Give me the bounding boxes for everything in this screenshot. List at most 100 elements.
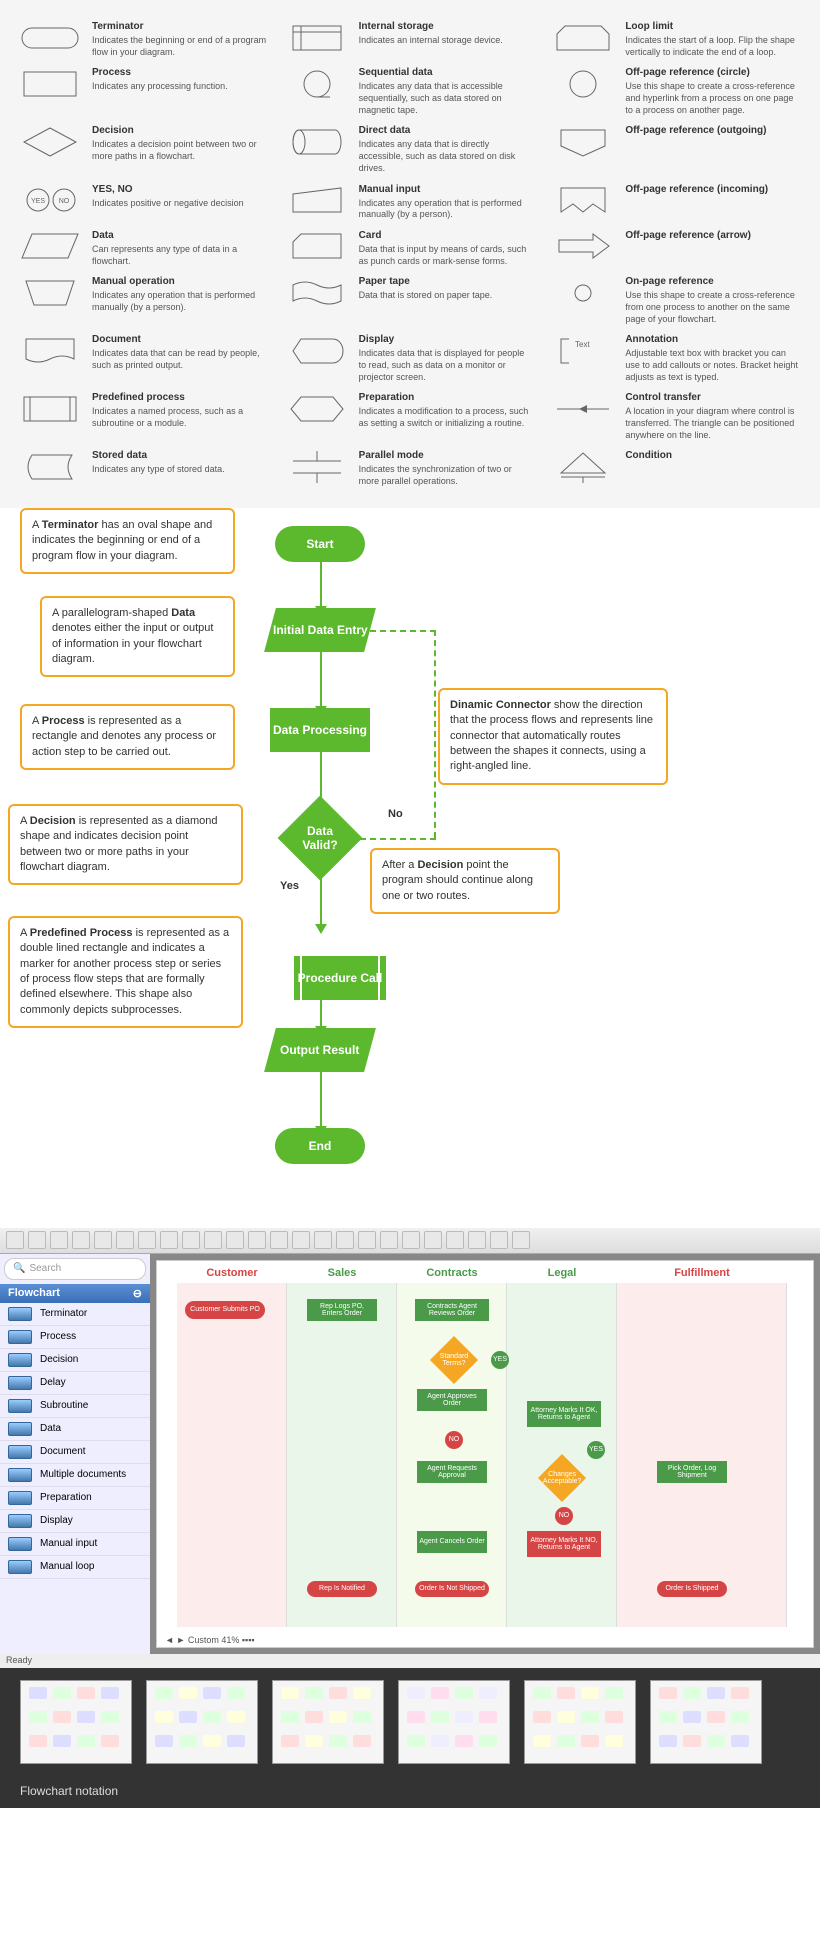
canvas-node-14[interactable]: Attorney Marks It NO, Returns to Agent	[527, 1531, 601, 1557]
symbol-title: Display	[359, 333, 534, 346]
toolbar-button-12[interactable]	[270, 1231, 288, 1249]
canvas-node-17[interactable]: Order Is Shipped	[657, 1581, 727, 1597]
canvas-node-15[interactable]: Rep Is Notified	[307, 1581, 377, 1597]
palette-item-delay[interactable]: Delay	[0, 1372, 150, 1395]
thumbnail-4[interactable]	[146, 1680, 258, 1764]
thumbs-label: Flowchart notation	[20, 1784, 118, 1798]
symbol-internal-storage: Internal storageIndicates an internal st…	[287, 20, 534, 58]
canvas-node-13[interactable]: Agent Cancels Order	[417, 1531, 487, 1553]
canvas-node-1[interactable]: Rep Logs PO, Enters Order	[307, 1299, 377, 1321]
canvas-node-2[interactable]: Contracts Agent Reviews Order	[415, 1299, 489, 1321]
palette-item-label: Document	[40, 1446, 86, 1457]
toolbar-button-10[interactable]	[226, 1231, 244, 1249]
symbol-title: Terminator	[92, 20, 267, 33]
symbol-title: Parallel mode	[359, 449, 534, 462]
app-toolbar	[0, 1228, 820, 1254]
palette-header[interactable]: Flowchart⊖	[0, 1284, 150, 1303]
parallel-icon	[287, 449, 347, 484]
zoom-control[interactable]: ◄ ► Custom 41% ▪▪▪▪	[165, 1635, 255, 1645]
shape-thumb-icon	[8, 1445, 32, 1459]
palette-item-label: Subroutine	[40, 1400, 88, 1411]
swimlane-header: Legal	[507, 1267, 617, 1279]
drawing-canvas[interactable]: Customer Sales Contracts Legal Fulfillme…	[156, 1260, 814, 1648]
thumbnail-1[interactable]	[524, 1680, 636, 1764]
toolbar-button-7[interactable]	[160, 1231, 178, 1249]
palette-item-display[interactable]: Display	[0, 1510, 150, 1533]
toolbar-button-23[interactable]	[512, 1231, 530, 1249]
collapse-icon[interactable]: ⊖	[133, 1287, 142, 1300]
shape-thumb-icon	[8, 1491, 32, 1505]
manual-op-icon	[20, 275, 80, 310]
toolbar-button-15[interactable]	[336, 1231, 354, 1249]
palette-item-terminator[interactable]: Terminator	[0, 1303, 150, 1326]
canvas-node-5[interactable]: Agent Approves Order	[417, 1389, 487, 1411]
toolbar-button-1[interactable]	[28, 1231, 46, 1249]
toolbar-button-22[interactable]	[490, 1231, 508, 1249]
canvas-node-7[interactable]: NO	[445, 1431, 463, 1449]
palette-item-document[interactable]: Document	[0, 1441, 150, 1464]
flownode-entry: Initial Data Entry	[264, 608, 376, 652]
thumbnail-5[interactable]	[20, 1680, 132, 1764]
symbol-title: Control transfer	[625, 391, 800, 404]
symbol-terminator: TerminatorIndicates the beginning or end…	[20, 20, 267, 58]
paper-tape-icon	[287, 275, 347, 310]
symbol-title: Annotation	[625, 333, 800, 346]
canvas-node-6[interactable]: Attorney Marks It OK, Returns to Agent	[527, 1401, 601, 1427]
toolbar-button-3[interactable]	[72, 1231, 90, 1249]
shape-thumb-icon	[8, 1560, 32, 1574]
toolbar-button-19[interactable]	[424, 1231, 442, 1249]
toolbar-button-11[interactable]	[248, 1231, 266, 1249]
thumbnail-0[interactable]	[650, 1680, 762, 1764]
toolbar-button-17[interactable]	[380, 1231, 398, 1249]
toolbar-button-14[interactable]	[314, 1231, 332, 1249]
palette-item-preparation[interactable]: Preparation	[0, 1487, 150, 1510]
toolbar-button-16[interactable]	[358, 1231, 376, 1249]
toolbar-button-2[interactable]	[50, 1231, 68, 1249]
symbol-description: Direct dataIndicates any data that is di…	[359, 124, 534, 174]
palette-item-subroutine[interactable]: Subroutine	[0, 1395, 150, 1418]
canvas-node-8[interactable]: YES	[587, 1441, 605, 1459]
toolbar-button-18[interactable]	[402, 1231, 420, 1249]
toolbar-button-9[interactable]	[204, 1231, 222, 1249]
connector-dashed	[350, 838, 436, 840]
canvas-node-4[interactable]: YES	[491, 1351, 509, 1369]
canvas-node-11[interactable]: Pick Order, Log Shipment	[657, 1461, 727, 1483]
palette-item-process[interactable]: Process	[0, 1326, 150, 1349]
offpage-in-icon	[553, 183, 613, 218]
toolbar-button-5[interactable]	[116, 1231, 134, 1249]
stored-data-icon	[20, 449, 80, 484]
swimlane-sales	[287, 1283, 397, 1627]
toolbar-button-20[interactable]	[446, 1231, 464, 1249]
thumbnail-2[interactable]	[398, 1680, 510, 1764]
symbol-title: Card	[359, 229, 534, 242]
flownode-valid: Data Valid?	[278, 795, 363, 880]
toolbar-button-6[interactable]	[138, 1231, 156, 1249]
symbol-parallel: Parallel modeIndicates the synchronizati…	[287, 449, 534, 487]
canvas-node-16[interactable]: Order Is Not Shipped	[415, 1581, 489, 1597]
canvas-node-0[interactable]: Customer Submits PO	[185, 1301, 265, 1319]
symbol-title: YES, NO	[92, 183, 244, 196]
toolbar-button-21[interactable]	[468, 1231, 486, 1249]
palette-item-multiple-documents[interactable]: Multiple documents	[0, 1464, 150, 1487]
palette-item-label: Process	[40, 1331, 76, 1342]
symbol-title: Manual operation	[92, 275, 267, 288]
palette-item-manual-input[interactable]: Manual input	[0, 1533, 150, 1556]
palette-item-manual-loop[interactable]: Manual loop	[0, 1556, 150, 1579]
annotated-flowchart-panel: NoYesStartInitial Data EntryData Process…	[0, 508, 820, 1228]
toolbar-button-8[interactable]	[182, 1231, 200, 1249]
canvas-node-12[interactable]: NO	[555, 1507, 573, 1525]
decision-icon	[20, 124, 80, 159]
document-icon	[20, 333, 80, 368]
search-input[interactable]: 🔍Search	[4, 1258, 146, 1280]
thumbnail-3[interactable]	[272, 1680, 384, 1764]
canvas-node-9[interactable]: Agent Requests Approval	[417, 1461, 487, 1483]
palette-item-decision[interactable]: Decision	[0, 1349, 150, 1372]
palette-item-data[interactable]: Data	[0, 1418, 150, 1441]
toolbar-button-13[interactable]	[292, 1231, 310, 1249]
symbol-description: Off-page reference (outgoing)	[625, 124, 766, 139]
toolbar-button-0[interactable]	[6, 1231, 24, 1249]
toolbar-button-4[interactable]	[94, 1231, 112, 1249]
symbol-description: DisplayIndicates data that is displayed …	[359, 333, 534, 383]
terminator-icon	[20, 20, 80, 55]
symbol-sequential: Sequential dataIndicates any data that i…	[287, 66, 534, 116]
